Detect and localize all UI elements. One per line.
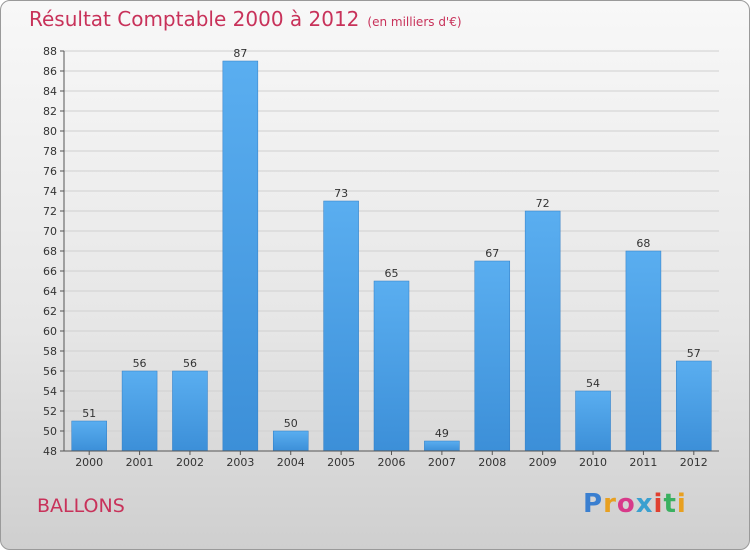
data-label-2011: 68 bbox=[636, 237, 650, 250]
data-label-2007: 49 bbox=[435, 427, 449, 440]
y-tick-label: 70 bbox=[43, 225, 57, 238]
x-tick-label-2002: 2002 bbox=[176, 456, 204, 469]
x-tick-label-2007: 2007 bbox=[428, 456, 456, 469]
x-tick-label-2003: 2003 bbox=[226, 456, 254, 469]
x-axis: 2000 2001 2002 2003 2004 2005 2006 2007 2008 2009… bbox=[64, 450, 719, 469]
x-tick-label-2012: 2012 bbox=[680, 456, 708, 469]
bar-2009 bbox=[524, 210, 561, 452]
y-tick-label: 56 bbox=[43, 365, 57, 378]
y-tick-label: 48 bbox=[43, 445, 57, 458]
bar-2012 bbox=[676, 360, 712, 452]
bar-2007 bbox=[424, 440, 460, 452]
bar-2005 bbox=[323, 200, 359, 452]
y-tick-label: 72 bbox=[43, 205, 57, 218]
bar-2008 bbox=[474, 260, 511, 452]
data-label-2008: 67 bbox=[485, 247, 499, 260]
proxiti-logo: Proxiti bbox=[583, 489, 687, 519]
y-tick-label: 80 bbox=[43, 125, 57, 138]
data-label-2000: 51 bbox=[82, 407, 96, 420]
logo-letter: r bbox=[603, 489, 617, 519]
y-tick-label: 86 bbox=[43, 65, 57, 78]
y-tick-label: 52 bbox=[43, 405, 57, 418]
y-axis: 48 50 52 54 56 58 60 62 64 66 68 70 72 74 76 78 80 82 84 86… bbox=[43, 45, 65, 458]
x-tick-label-2011: 2011 bbox=[629, 456, 657, 469]
x-tick-label-2001: 2001 bbox=[126, 456, 154, 469]
y-tick-label: 78 bbox=[43, 145, 57, 158]
bar-2002 bbox=[172, 370, 208, 452]
logo-letter: i bbox=[653, 489, 664, 519]
bar-2001 bbox=[121, 370, 158, 452]
data-label-2003: 87 bbox=[233, 47, 247, 60]
bar-2006 bbox=[373, 280, 410, 452]
y-tick-label: 66 bbox=[43, 265, 57, 278]
chart-title: Résultat Comptable 2000 à 2012 (en millie… bbox=[29, 7, 462, 31]
y-tick-label: 64 bbox=[43, 285, 57, 298]
y-tick-label: 82 bbox=[43, 105, 57, 118]
x-tick-label-2000: 2000 bbox=[75, 456, 103, 469]
bar-2003 bbox=[222, 60, 259, 452]
y-tick-label: 62 bbox=[43, 305, 57, 318]
y-tick-label: 54 bbox=[43, 385, 57, 398]
bar-2011 bbox=[625, 250, 662, 452]
data-label-2002: 56 bbox=[183, 357, 197, 370]
x-tick-label-2006: 2006 bbox=[378, 456, 406, 469]
y-tick-label: 74 bbox=[43, 185, 57, 198]
data-label-2004: 50 bbox=[284, 417, 298, 430]
x-tick-label-2004: 2004 bbox=[277, 456, 305, 469]
bar-2004 bbox=[272, 430, 309, 452]
logo-letter: o bbox=[616, 489, 636, 519]
y-tick-label: 50 bbox=[43, 425, 57, 438]
data-label-2010: 54 bbox=[586, 377, 600, 390]
data-label-2001: 56 bbox=[133, 357, 147, 370]
data-label-2009: 72 bbox=[536, 197, 550, 210]
commune-name: BALLONS bbox=[37, 495, 125, 517]
chart-subtitle: (en milliers d'€) bbox=[367, 15, 462, 29]
data-label-2006: 65 bbox=[385, 267, 399, 280]
y-tick-label: 58 bbox=[43, 345, 57, 358]
logo-letter: x bbox=[635, 489, 654, 519]
y-tick-label: 76 bbox=[43, 165, 57, 178]
x-tick-label-2009: 2009 bbox=[529, 456, 557, 469]
logo-letter: i bbox=[676, 489, 687, 519]
y-tick-label: 60 bbox=[43, 325, 57, 338]
data-label-2005: 73 bbox=[334, 187, 348, 200]
bar-2000 bbox=[71, 420, 107, 452]
x-tick-label-2005: 2005 bbox=[327, 456, 355, 469]
logo-letter: t bbox=[663, 489, 677, 519]
bars: 51 56 56 87 50 73 65 49 67 72 54 68 57 bbox=[71, 47, 712, 452]
data-label-2012: 57 bbox=[687, 347, 701, 360]
x-tick-label-2010: 2010 bbox=[579, 456, 607, 469]
y-tick-label: 68 bbox=[43, 245, 57, 258]
y-tick-label: 88 bbox=[43, 45, 57, 58]
chart-title-text: Résultat Comptable 2000 à 2012 bbox=[29, 7, 360, 31]
x-tick-label-2008: 2008 bbox=[478, 456, 506, 469]
bar-2010 bbox=[575, 390, 611, 452]
y-tick-label: 84 bbox=[43, 85, 57, 98]
logo-letter: P bbox=[583, 489, 604, 519]
